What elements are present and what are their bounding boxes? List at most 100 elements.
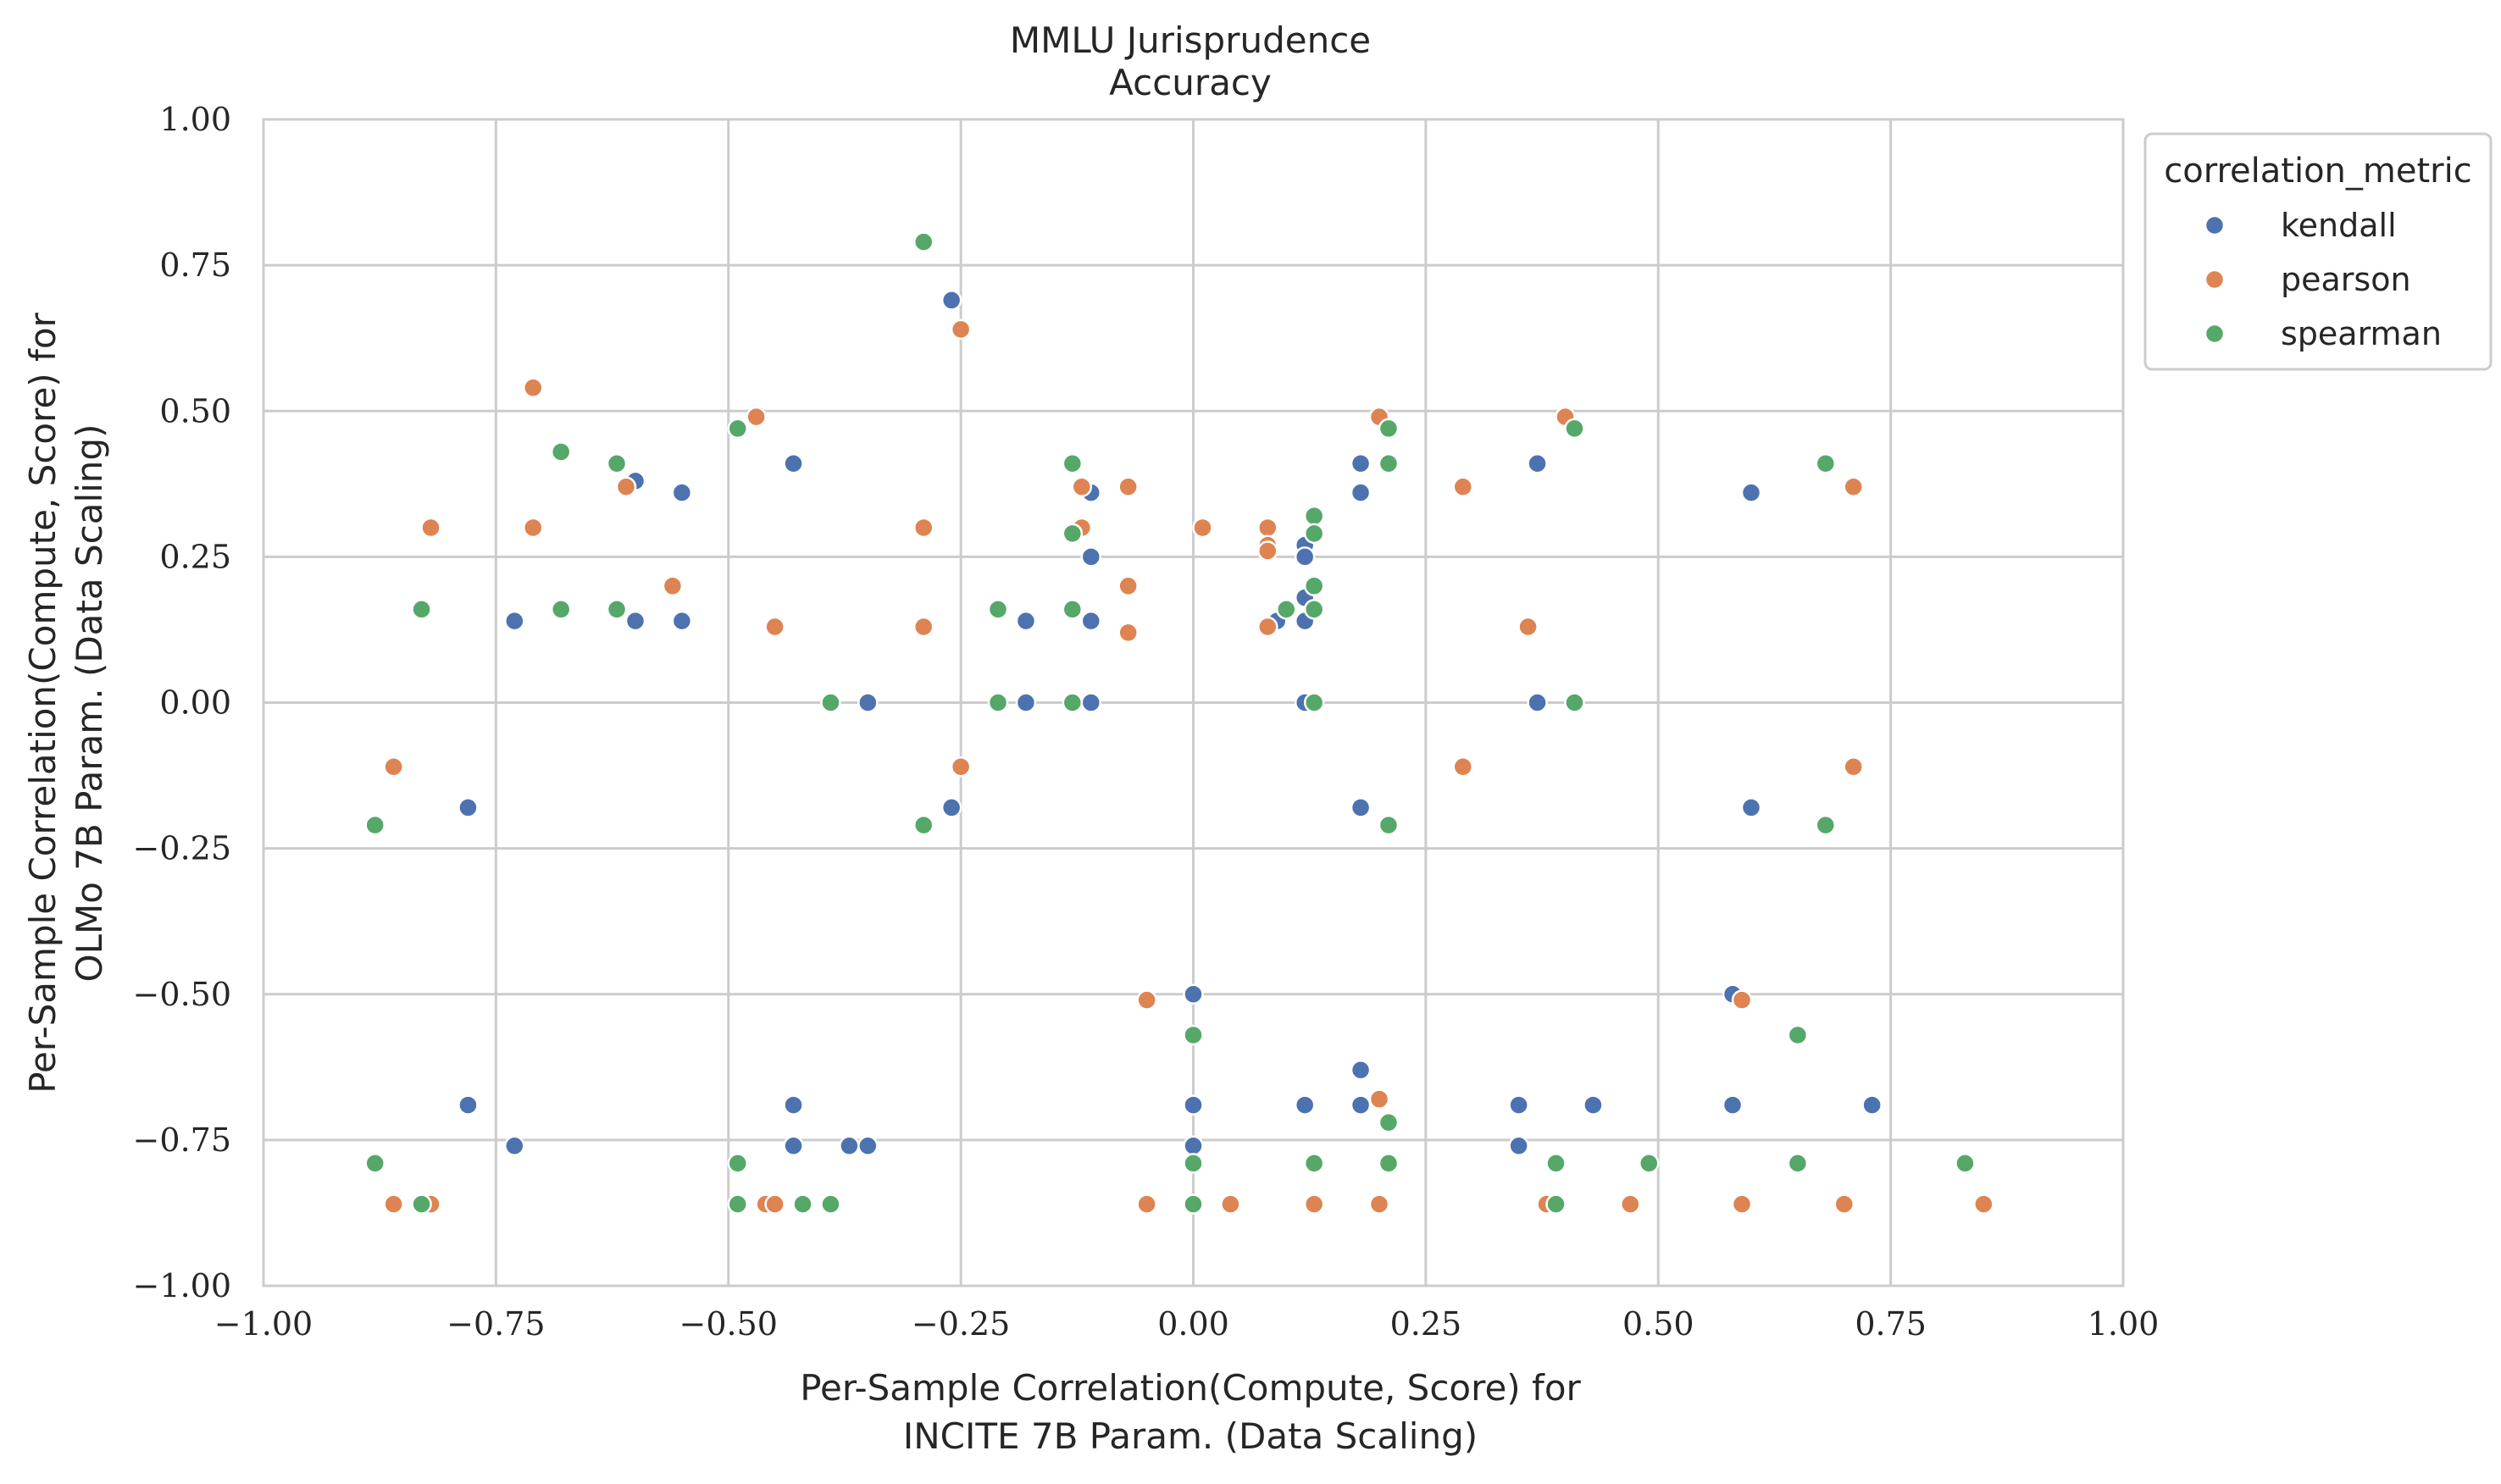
x-tick-labels: −1.00 −0.75 −0.50 −0.25 0.00 0.25 0.50 0.75 1.00 bbox=[214, 1305, 2160, 1343]
data-point-spearman bbox=[550, 441, 572, 462]
data-point-spearman bbox=[820, 692, 841, 713]
x-tick-label: −0.75 bbox=[446, 1305, 545, 1343]
y-tick-label: 1.00 bbox=[159, 101, 231, 138]
legend-title: correlation_metric bbox=[2164, 152, 2471, 191]
data-point-spearman bbox=[987, 599, 1009, 620]
data-point-spearman bbox=[1955, 1153, 1976, 1174]
data-point-pearson bbox=[1843, 756, 1864, 778]
data-point-pearson bbox=[912, 517, 934, 539]
data-point-pearson bbox=[662, 575, 684, 597]
data-point-pearson bbox=[615, 476, 637, 498]
x-tick-label: −0.50 bbox=[679, 1305, 778, 1343]
data-point-spearman bbox=[606, 452, 628, 474]
data-point-pearson bbox=[1843, 476, 1864, 498]
data-point-kendall bbox=[1861, 1094, 1883, 1116]
data-point-pearson bbox=[523, 517, 544, 539]
data-point-kendall bbox=[783, 1135, 804, 1157]
data-point-spearman bbox=[727, 1153, 748, 1174]
data-point-kendall bbox=[1080, 546, 1102, 568]
data-point-spearman bbox=[1378, 814, 1400, 836]
y-axis-label-line-1: Per-Sample Correlation(Compute, Score) f… bbox=[22, 312, 64, 1093]
data-point-spearman bbox=[1276, 599, 1297, 620]
data-point-spearman bbox=[1639, 1153, 1660, 1174]
data-point-spearman bbox=[1183, 1024, 1204, 1046]
data-point-pearson bbox=[383, 756, 404, 778]
data-point-kendall bbox=[783, 452, 804, 474]
legend-frame bbox=[2143, 132, 2493, 371]
data-point-spearman bbox=[364, 814, 385, 836]
data-point-spearman bbox=[1545, 1153, 1567, 1174]
data-point-kendall bbox=[1740, 797, 1762, 818]
data-point-kendall bbox=[1183, 983, 1204, 1005]
data-point-kendall bbox=[1294, 1094, 1316, 1116]
chart-subtitle: Accuracy bbox=[1109, 62, 1272, 103]
data-point-spearman bbox=[912, 231, 934, 252]
data-point-kendall bbox=[671, 610, 693, 632]
data-point-kendall bbox=[1350, 452, 1372, 474]
data-point-kendall bbox=[1015, 692, 1037, 713]
data-point-pearson bbox=[746, 406, 767, 428]
data-point-pearson bbox=[383, 1193, 404, 1215]
series-kendall bbox=[458, 290, 1883, 1157]
legend-label: kendall bbox=[2281, 207, 2397, 244]
data-point-spearman bbox=[912, 814, 934, 836]
x-tick-label: 0.50 bbox=[1622, 1305, 1694, 1343]
data-point-spearman bbox=[1787, 1024, 1809, 1046]
data-point-kendall bbox=[783, 1094, 804, 1116]
data-point-spearman bbox=[1378, 1153, 1400, 1174]
data-point-kendall bbox=[1080, 610, 1102, 632]
data-point-pearson bbox=[1517, 616, 1539, 638]
data-point-spearman bbox=[606, 599, 628, 620]
data-point-kendall bbox=[1294, 546, 1316, 568]
data-point-pearson bbox=[950, 318, 972, 341]
data-point-spearman bbox=[1303, 505, 1325, 527]
data-point-spearman bbox=[1787, 1153, 1809, 1174]
data-point-pearson bbox=[1071, 476, 1093, 498]
data-point-pearson bbox=[1257, 540, 1278, 562]
y-tick-label: −1.00 bbox=[133, 1267, 231, 1304]
data-point-pearson bbox=[1257, 517, 1278, 539]
data-point-kendall bbox=[624, 610, 646, 632]
data-point-spearman bbox=[1564, 692, 1585, 713]
data-point-pearson bbox=[764, 616, 785, 638]
data-point-spearman bbox=[1062, 692, 1084, 713]
y-axis-label: Per-Sample Correlation(Compute, Score) f… bbox=[22, 312, 110, 1093]
data-point-kendall bbox=[1015, 610, 1037, 632]
data-point-pearson bbox=[1117, 622, 1139, 644]
data-point-kendall bbox=[857, 692, 879, 713]
data-point-spearman bbox=[1183, 1193, 1204, 1215]
data-point-spearman bbox=[1062, 452, 1084, 474]
y-tick-label: −0.50 bbox=[133, 976, 231, 1013]
data-point-kendall bbox=[1350, 482, 1372, 503]
legend-marker bbox=[2204, 214, 2226, 236]
x-tick-label: 0.25 bbox=[1390, 1305, 1462, 1343]
data-point-pearson bbox=[420, 517, 441, 539]
data-point-spearman bbox=[364, 1153, 385, 1174]
data-point-spearman bbox=[411, 1193, 432, 1215]
x-tick-label: 0.00 bbox=[1157, 1305, 1229, 1343]
data-point-spearman bbox=[987, 692, 1009, 713]
x-tick-label: 0.75 bbox=[1855, 1305, 1927, 1343]
data-point-spearman bbox=[550, 599, 572, 620]
data-point-pearson bbox=[1257, 616, 1278, 638]
data-point-pearson bbox=[1117, 575, 1139, 597]
data-point-spearman bbox=[1545, 1193, 1567, 1215]
x-axis-label: Per-Sample Correlation(Compute, Score) f… bbox=[800, 1367, 1581, 1457]
data-point-pearson bbox=[1833, 1193, 1855, 1215]
data-point-kendall bbox=[671, 482, 693, 503]
data-point-kendall bbox=[1183, 1135, 1204, 1157]
legend-marker bbox=[2204, 323, 2226, 345]
data-point-kendall bbox=[1350, 797, 1372, 818]
chart-title: MMLU Jurisprudence Accuracy bbox=[1010, 19, 1371, 103]
y-tick-label: 0.25 bbox=[159, 538, 231, 575]
data-point-kendall bbox=[1350, 1060, 1372, 1081]
data-point-spearman bbox=[1303, 692, 1325, 713]
legend-item-spearman: spearman bbox=[2204, 315, 2442, 352]
x-tick-label: −1.00 bbox=[214, 1305, 313, 1343]
data-point-spearman bbox=[1378, 418, 1400, 440]
series-pearson bbox=[383, 318, 1994, 1215]
data-point-kendall bbox=[940, 797, 962, 818]
legend-items: kendall pearson spearman bbox=[2204, 207, 2442, 352]
data-point-pearson bbox=[1452, 756, 1474, 778]
